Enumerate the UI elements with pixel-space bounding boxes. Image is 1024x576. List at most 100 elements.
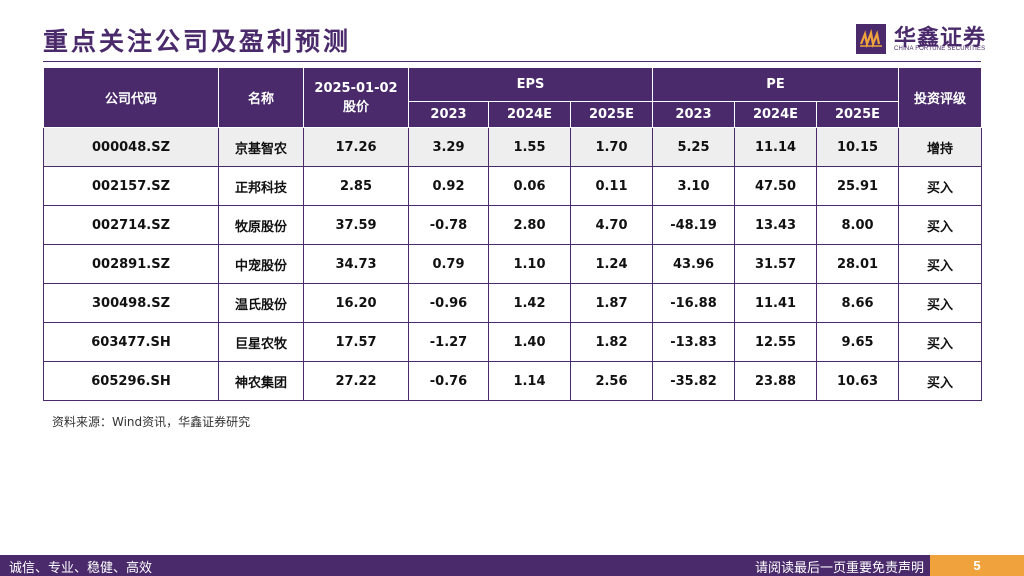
cell-pe-2024e: 11.14 xyxy=(734,127,817,167)
cell-name: 中宠股份 xyxy=(218,244,304,284)
table-row: 002891.SZ 中宠股份 34.73 0.79 1.10 1.24 43.9… xyxy=(43,244,983,284)
cell-eps-2023: -1.27 xyxy=(408,322,489,362)
cell-price: 16.20 xyxy=(303,283,409,323)
cell-eps-2024e: 1.42 xyxy=(488,283,571,323)
header-code: 公司代码 xyxy=(43,67,219,128)
cell-price: 17.26 xyxy=(303,127,409,167)
cell-code: 000048.SZ xyxy=(43,127,219,167)
cell-price: 34.73 xyxy=(303,244,409,284)
header-rating: 投资评级 xyxy=(898,67,983,128)
page-title: 重点关注公司及盈利预测 xyxy=(43,27,352,56)
table-row: 605296.SH 神农集团 27.22 -0.76 1.14 2.56 -35… xyxy=(43,361,983,401)
cell-eps-2024e: 1.55 xyxy=(488,127,571,167)
cell-pe-2024e: 13.43 xyxy=(734,205,817,245)
cell-pe-2024e: 12.55 xyxy=(734,322,817,362)
cell-pe-2023: 43.96 xyxy=(652,244,735,284)
cell-rating: 买入 xyxy=(898,205,983,245)
cell-pe-2025e: 10.63 xyxy=(816,361,900,401)
cell-name: 巨星农牧 xyxy=(218,322,304,362)
cell-price: 27.22 xyxy=(303,361,409,401)
logo-emblem-icon xyxy=(856,24,886,54)
header-eps-year: 2023 xyxy=(408,101,489,128)
cell-code: 605296.SH xyxy=(43,361,219,401)
cell-name: 温氏股份 xyxy=(218,283,304,323)
page-number: 5 xyxy=(930,555,1024,576)
cell-eps-2023: -0.78 xyxy=(408,205,489,245)
header-price: 2025-01-02 股价 xyxy=(303,67,409,128)
logo-text-cn: 华鑫证券 xyxy=(894,26,987,51)
earnings-forecast-table: 公司代码 名称 2025-01-02 股价 EPS PE 投资评级 2023 2… xyxy=(43,67,983,401)
cell-eps-2025e: 1.24 xyxy=(570,244,653,284)
cell-pe-2025e: 9.65 xyxy=(816,322,900,362)
cell-rating: 买入 xyxy=(898,283,983,323)
table-row: 002714.SZ 牧原股份 37.59 -0.78 2.80 4.70 -48… xyxy=(43,205,983,245)
cell-code: 603477.SH xyxy=(43,322,219,362)
cell-pe-2023: 3.10 xyxy=(652,166,735,206)
cell-eps-2024e: 1.10 xyxy=(488,244,571,284)
cell-pe-2024e: 11.41 xyxy=(734,283,817,323)
cell-code: 002891.SZ xyxy=(43,244,219,284)
header-price-label: 股价 xyxy=(342,99,369,115)
cell-eps-2025e: 0.11 xyxy=(570,166,653,206)
table-row: 300498.SZ 温氏股份 16.20 -0.96 1.42 1.87 -16… xyxy=(43,283,983,323)
table-row: 603477.SH 巨星农牧 17.57 -1.27 1.40 1.82 -13… xyxy=(43,322,983,362)
cell-pe-2025e: 28.01 xyxy=(816,244,900,284)
cell-rating: 买入 xyxy=(898,166,983,206)
cell-rating: 买入 xyxy=(898,322,983,362)
cell-pe-2025e: 25.91 xyxy=(816,166,900,206)
cell-eps-2024e: 2.80 xyxy=(488,205,571,245)
cell-pe-2023: -48.19 xyxy=(652,205,735,245)
cell-eps-2023: 0.92 xyxy=(408,166,489,206)
cell-eps-2025e: 4.70 xyxy=(570,205,653,245)
cell-pe-2023: -35.82 xyxy=(652,361,735,401)
cell-eps-2023: 3.29 xyxy=(408,127,489,167)
company-logo: 华鑫证券 CHINA FORTUNE SECURITIES xyxy=(856,22,986,56)
cell-eps-2025e: 1.82 xyxy=(570,322,653,362)
cell-pe-2023: -13.83 xyxy=(652,322,735,362)
cell-pe-2024e: 31.57 xyxy=(734,244,817,284)
cell-pe-2025e: 10.15 xyxy=(816,127,900,167)
title-divider xyxy=(43,61,981,62)
cell-eps-2024e: 0.06 xyxy=(488,166,571,206)
cell-name: 神农集团 xyxy=(218,361,304,401)
cell-rating: 买入 xyxy=(898,361,983,401)
header-price-date: 2025-01-02 xyxy=(314,80,398,96)
header-pe-year: 2025E xyxy=(815,101,900,128)
table-row: 000048.SZ 京基智农 17.26 3.29 1.55 1.70 5.25… xyxy=(43,127,983,167)
footer-disclaimer-link[interactable]: 请阅读最后一页重要免责声明 xyxy=(754,561,924,576)
cell-code: 002157.SZ xyxy=(43,166,219,206)
cell-eps-2023: 0.79 xyxy=(408,244,489,284)
cell-price: 2.85 xyxy=(303,166,409,206)
cell-eps-2024e: 1.14 xyxy=(488,361,571,401)
cell-rating: 买入 xyxy=(898,244,983,284)
header-pe-year: 2024E xyxy=(734,101,817,128)
header-eps: EPS xyxy=(408,67,653,102)
cell-eps-2025e: 1.87 xyxy=(570,283,653,323)
cell-eps-2023: -0.76 xyxy=(408,361,489,401)
source-note: 资料来源：Wind资讯，华鑫证券研究 xyxy=(52,415,251,429)
cell-eps-2024e: 1.40 xyxy=(488,322,571,362)
cell-name: 京基智农 xyxy=(218,127,304,167)
cell-pe-2024e: 47.50 xyxy=(734,166,817,206)
header-pe-year: 2023 xyxy=(652,101,735,128)
cell-price: 37.59 xyxy=(303,205,409,245)
header-pe: PE xyxy=(651,67,900,102)
logo-text-en: CHINA FORTUNE SECURITIES xyxy=(894,46,986,52)
header-name: 名称 xyxy=(218,67,304,128)
cell-rating: 增持 xyxy=(898,127,983,167)
cell-code: 002714.SZ xyxy=(43,205,219,245)
cell-pe-2024e: 23.88 xyxy=(734,361,817,401)
cell-code: 300498.SZ xyxy=(43,283,219,323)
cell-pe-2023: 5.25 xyxy=(652,127,735,167)
cell-pe-2025e: 8.66 xyxy=(816,283,900,323)
footer-slogan: 诚信、专业、稳健、高效 xyxy=(9,561,153,576)
logo-mark-icon xyxy=(856,24,886,54)
cell-name: 正邦科技 xyxy=(218,166,304,206)
cell-eps-2025e: 2.56 xyxy=(570,361,653,401)
footer-bar: 诚信、专业、稳健、高效 请阅读最后一页重要免责声明 5 xyxy=(0,555,1024,576)
cell-eps-2023: -0.96 xyxy=(408,283,489,323)
cell-price: 17.57 xyxy=(303,322,409,362)
header-eps-year: 2025E xyxy=(570,101,653,128)
cell-eps-2025e: 1.70 xyxy=(570,127,653,167)
cell-pe-2025e: 8.00 xyxy=(816,205,900,245)
